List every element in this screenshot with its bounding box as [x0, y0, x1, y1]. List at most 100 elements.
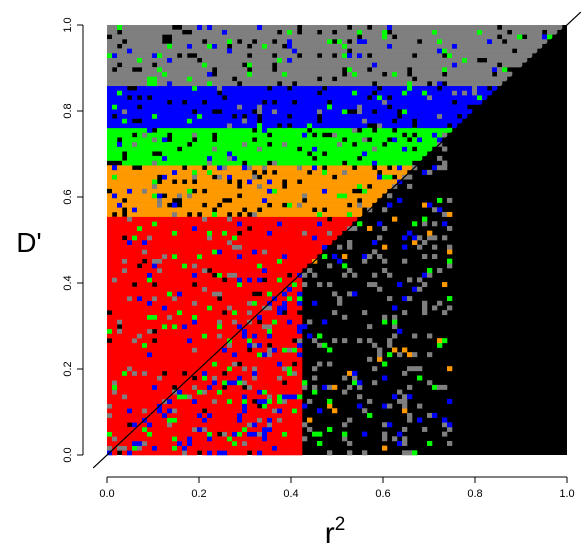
heatmap-cell — [402, 141, 408, 147]
heatmap-cell — [382, 169, 388, 175]
heatmap-cell — [192, 113, 198, 119]
heatmap-cell — [317, 95, 323, 101]
heatmap-cell — [192, 29, 198, 35]
heatmap-cell — [202, 53, 208, 59]
heatmap-cell — [132, 188, 138, 194]
heatmap-cell — [157, 333, 163, 339]
heatmap-cell — [387, 25, 393, 30]
heatmap-cell — [172, 141, 178, 147]
heatmap-cell — [242, 310, 248, 316]
heatmap-cell — [127, 132, 133, 138]
heatmap-cell — [257, 408, 263, 414]
heatmap-cell — [167, 123, 173, 129]
heatmap-cell — [142, 118, 148, 124]
heatmap-cell — [227, 394, 233, 400]
heatmap-cell — [147, 76, 153, 82]
heatmap-cell — [452, 39, 458, 44]
heatmap-cell — [337, 225, 343, 231]
heatmap-cell — [197, 53, 203, 59]
heatmap-cell — [397, 76, 403, 82]
heatmap-cell — [292, 113, 298, 119]
heatmap-cell — [272, 123, 278, 129]
heatmap-cell — [167, 211, 173, 217]
heatmap-cell — [217, 53, 223, 59]
heatmap-cell — [357, 169, 363, 175]
heatmap-cell — [142, 394, 148, 400]
heatmap-cell — [402, 450, 408, 456]
heatmap-cell — [257, 370, 263, 376]
heatmap-cell — [207, 146, 213, 152]
heatmap-cell — [137, 286, 143, 292]
heatmap-cell — [357, 384, 363, 390]
heatmap-cell — [212, 155, 218, 161]
heatmap-cell — [237, 436, 243, 442]
heatmap-cell — [222, 314, 228, 320]
heatmap-cell — [187, 230, 193, 236]
heatmap-cell — [107, 356, 113, 362]
heatmap-cell — [162, 62, 168, 68]
heatmap-cell — [312, 25, 318, 30]
heatmap-cell — [282, 347, 288, 353]
heatmap-cell — [132, 370, 138, 376]
heatmap-cell — [122, 99, 128, 105]
heatmap-cell — [257, 53, 263, 59]
heatmap-cell — [127, 338, 133, 344]
heatmap-cell — [277, 132, 283, 138]
heatmap-cell — [212, 34, 218, 40]
heatmap-cell — [312, 57, 318, 63]
heatmap-cell — [272, 272, 278, 278]
heatmap-cell — [137, 305, 143, 311]
heatmap-cell — [227, 109, 233, 115]
heatmap-cell — [192, 347, 198, 353]
heatmap-cell — [217, 305, 223, 311]
heatmap-cell — [242, 137, 248, 143]
heatmap-cell — [257, 179, 263, 185]
heatmap-cell — [217, 366, 223, 372]
heatmap-cell — [297, 155, 303, 161]
heatmap-cell — [352, 43, 358, 49]
heatmap-cell — [312, 193, 318, 199]
heatmap-cell — [127, 57, 133, 63]
heatmap-cell — [247, 282, 253, 288]
heatmap-cell — [202, 352, 208, 358]
heatmap-cell — [192, 216, 198, 222]
heatmap-cell — [247, 305, 253, 311]
heatmap-cell — [272, 118, 278, 124]
heatmap-cell — [357, 39, 363, 44]
heatmap-cell — [422, 127, 428, 133]
heatmap-cell — [152, 263, 158, 269]
heatmap-cell — [397, 141, 403, 147]
heatmap-cell — [282, 436, 288, 442]
heatmap-cell — [427, 412, 433, 418]
heatmap-cell — [112, 183, 118, 189]
heatmap-cell — [187, 179, 193, 185]
heatmap-cell — [237, 268, 243, 274]
heatmap-cell — [307, 123, 313, 129]
heatmap-cell — [277, 450, 283, 456]
heatmap-cell — [212, 417, 218, 423]
heatmap-cell — [282, 258, 288, 264]
heatmap-cell — [192, 263, 198, 269]
heatmap-cell — [162, 440, 168, 446]
heatmap-cell — [227, 95, 233, 101]
heatmap-cell — [177, 221, 183, 227]
heatmap-cell — [182, 258, 188, 264]
heatmap-cell — [367, 188, 373, 194]
heatmap-cell — [222, 272, 228, 278]
heatmap-cell — [282, 366, 288, 372]
heatmap-cell — [137, 408, 143, 414]
heatmap-cell — [222, 244, 228, 250]
heatmap-cell — [292, 57, 298, 63]
heatmap-cell — [182, 384, 188, 390]
heatmap-cell — [207, 342, 213, 348]
heatmap-cell — [442, 127, 448, 133]
heatmap-cell — [192, 71, 198, 77]
heatmap-cell — [112, 169, 118, 175]
heatmap-cell — [192, 174, 198, 180]
heatmap-cell — [197, 62, 203, 68]
heatmap-cell — [292, 370, 298, 376]
heatmap-cell — [232, 398, 238, 404]
heatmap-cell — [157, 221, 163, 227]
heatmap-cell — [212, 193, 218, 199]
heatmap-cell — [107, 347, 113, 353]
